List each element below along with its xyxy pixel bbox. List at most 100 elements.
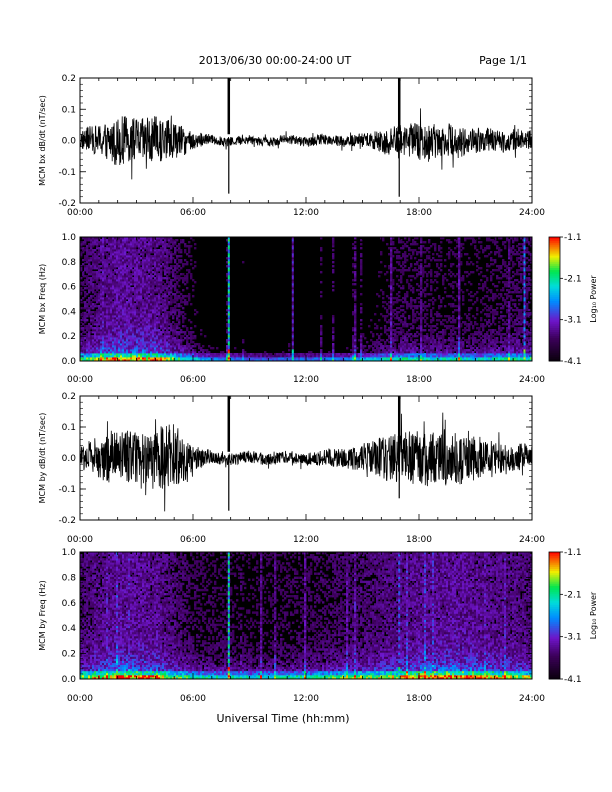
spectrogram-cell [130, 347, 133, 350]
spectrogram-cell [144, 305, 147, 308]
spectrogram-cell [98, 313, 101, 316]
spectrogram-cell [112, 257, 115, 260]
spectrogram-cell [194, 349, 197, 352]
spectrogram-cell [144, 261, 147, 264]
spectrogram-cell [138, 289, 141, 292]
spectrogram-cell [128, 349, 131, 352]
spectrogram-cell [124, 359, 127, 362]
spectrogram-cell [80, 359, 83, 362]
spectrogram-cell [320, 337, 323, 340]
spectrogram-cell [132, 243, 135, 246]
spectrogram-cell [126, 307, 129, 310]
spectrogram-cell [164, 313, 167, 316]
spectrogram-cell [104, 249, 107, 252]
spectrogram-cell [120, 301, 123, 304]
spectrogram-cell [148, 289, 151, 292]
spectrogram-cell [132, 239, 135, 242]
dbdt-trace [79, 108, 533, 180]
spectrogram-cell [98, 333, 101, 336]
spectrogram-cell [114, 277, 117, 280]
spectrogram-cell [158, 253, 161, 256]
spectrogram-cell [186, 327, 189, 330]
spectrogram-cell [82, 259, 85, 262]
spectrogram-cell [170, 241, 173, 244]
spectrogram-cell [90, 249, 93, 252]
spectrogram-cell [170, 279, 173, 282]
x-tick-label: 00:00 [67, 208, 93, 218]
spectrogram-cell [100, 295, 103, 298]
spectrogram-cell [98, 327, 101, 330]
spectrogram-cell [112, 241, 115, 244]
spectrogram-cell [116, 353, 119, 356]
spectrogram-cell [116, 337, 119, 340]
spectrogram-cell [124, 327, 127, 330]
spectrogram-cell [170, 325, 173, 328]
spectrogram-cell [354, 289, 357, 292]
spectrogram-cell [116, 253, 119, 256]
spectrogram-cell [88, 251, 91, 254]
spectrogram-cell [92, 277, 95, 280]
spectrogram-cell [84, 343, 87, 346]
spectrogram-cell [132, 289, 135, 292]
spectrogram-cell [102, 257, 105, 260]
spectrogram-cell [126, 245, 129, 248]
spectrogram-cell [144, 303, 147, 306]
spectrogram-cell [154, 241, 157, 244]
spectrogram-cell [124, 237, 127, 240]
spectrogram-cell [92, 353, 95, 356]
spectrogram-cell [146, 295, 149, 298]
spectrogram-cell [134, 333, 137, 336]
spectrogram-cell [440, 247, 443, 250]
spectrogram-cell [158, 333, 161, 336]
spectrogram-cell [140, 285, 143, 288]
spectrogram-cell [102, 273, 105, 276]
spectrogram-cell [170, 297, 173, 300]
spectrogram-cell [94, 315, 97, 318]
spectrogram-cell [148, 345, 151, 348]
spectrogram-cell [102, 275, 105, 278]
spectrogram-cell [152, 259, 155, 262]
spectrogram-cell [94, 255, 97, 258]
spectrogram-cell [100, 249, 103, 252]
spectrogram-cell [84, 287, 87, 290]
spectrogram-cell [98, 315, 101, 318]
spectrogram-cell [160, 297, 163, 300]
spectrogram-cell [156, 341, 159, 344]
spectrogram-cell [90, 237, 93, 240]
spectrogram-cell [160, 305, 163, 308]
spectrogram-cell [104, 269, 107, 272]
spectrogram-cell [154, 297, 157, 300]
spectrogram-cell [94, 259, 97, 262]
spectrogram-cell [162, 237, 165, 240]
spectrogram-cell [148, 249, 151, 252]
spectrogram-cell [116, 247, 119, 250]
spectrogram-cell [114, 313, 117, 316]
spectrogram-cell [142, 317, 145, 320]
spectrogram-cell [156, 291, 159, 294]
spectrogram-cell [118, 319, 121, 322]
spectrogram-cell [94, 267, 97, 270]
x-tick-label: 06:00 [180, 208, 206, 218]
spectrogram-cell [130, 249, 133, 252]
spectrogram-cell [130, 259, 133, 262]
spectrogram-cell [354, 251, 357, 254]
spectrogram-cell [86, 327, 89, 330]
spectrogram-cell [132, 253, 135, 256]
spectrogram-cell [94, 285, 97, 288]
spectrogram-cell [116, 265, 119, 268]
spectrogram-cell [100, 277, 103, 280]
spectrogram-cell [114, 305, 117, 308]
spectrogram-cell [102, 279, 105, 282]
spectrogram-cell [160, 299, 163, 302]
spectrogram-cell [172, 357, 175, 360]
spectrogram-cell [164, 355, 167, 358]
spectrogram-cell [148, 351, 151, 354]
spectrogram-cell [122, 331, 125, 334]
spectrogram-cell [120, 293, 123, 296]
spectrogram-cell [106, 241, 109, 244]
spectrogram-cell [164, 291, 167, 294]
spectrogram-cell [144, 351, 147, 354]
spectrogram-cell [190, 303, 193, 306]
spectrogram-cell [376, 305, 379, 308]
spectrogram-cell [102, 245, 105, 248]
